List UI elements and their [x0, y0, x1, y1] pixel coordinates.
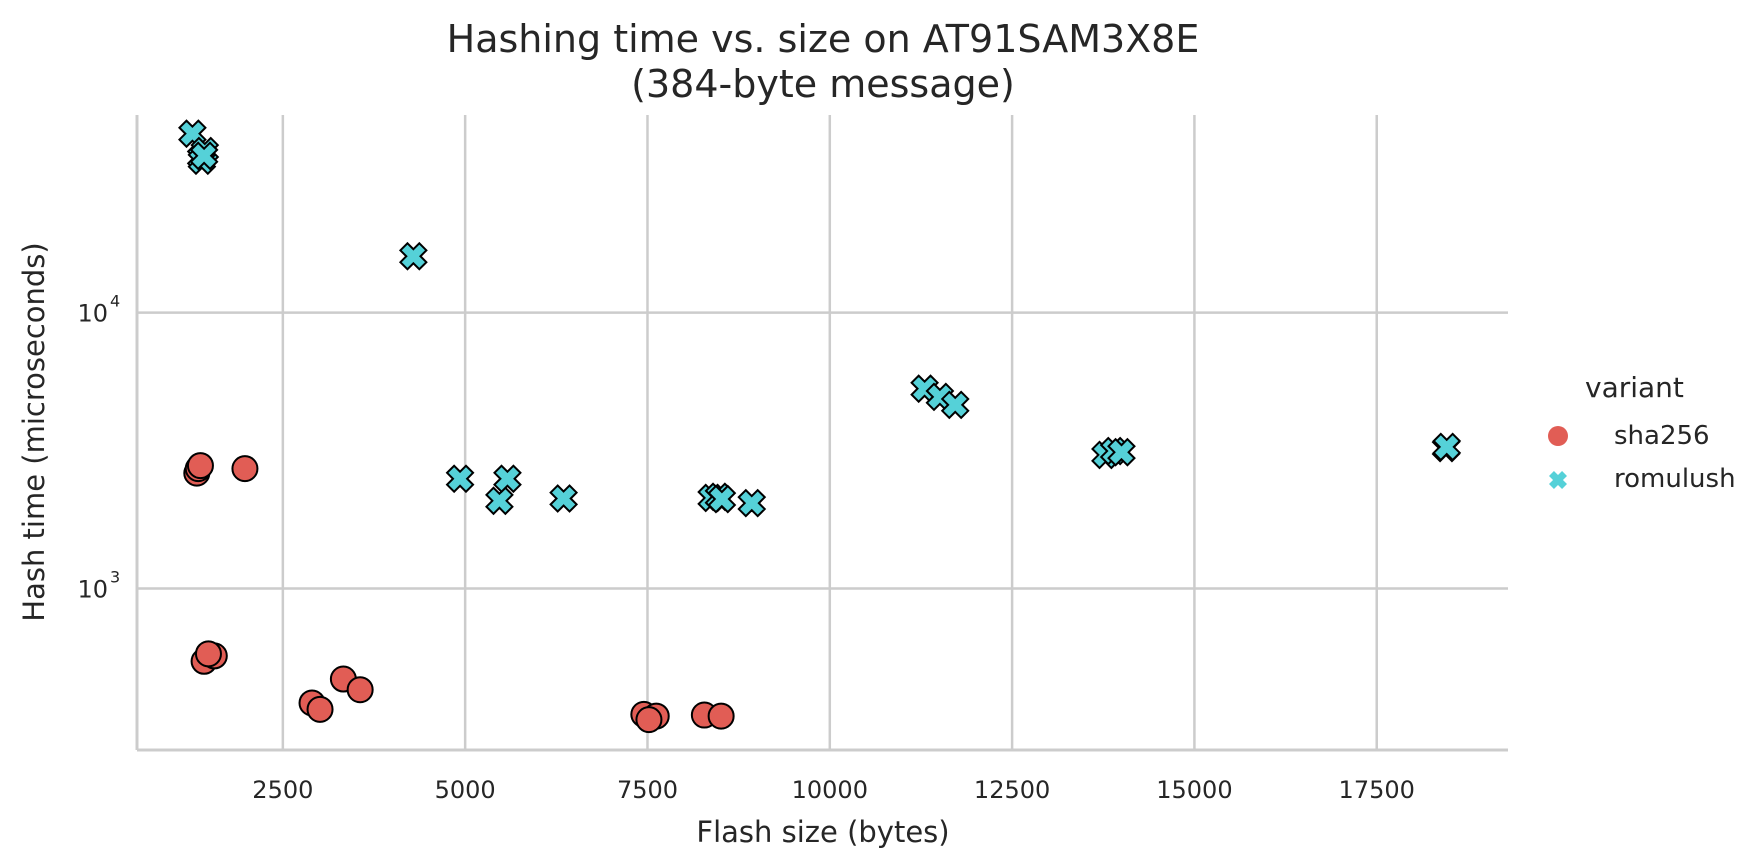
y-tick-base: 10	[77, 300, 108, 328]
x-tick-label: 10000	[792, 776, 868, 804]
y-tick-label: 10 4	[77, 292, 120, 328]
y-tick-exponent: 3	[110, 568, 120, 587]
data-points	[178, 119, 1462, 734]
axes	[135, 115, 1508, 752]
data-point-romulush	[1432, 432, 1462, 462]
legend-label-romulush: romulush	[1614, 464, 1736, 494]
x-tick-label: 17500	[1339, 776, 1415, 804]
data-point-sha256	[707, 702, 735, 730]
data-point-sha256	[194, 640, 222, 668]
x-tick-labels: 2500 5000 7500 10000 12500 15000 17500	[252, 776, 1415, 804]
legend: variant sha256 romulush	[1548, 371, 1736, 494]
grid-lines	[137, 115, 1508, 750]
data-point-romulush	[445, 464, 475, 494]
legend-label-sha256: sha256	[1614, 421, 1710, 451]
data-point-romulush	[549, 484, 579, 513]
data-point-sha256	[306, 695, 334, 723]
chart-title-line-1: Hashing time vs. size on AT91SAM3X8E	[447, 17, 1200, 61]
data-point-romulush	[398, 241, 428, 271]
chart-title-line-2: (384-byte message)	[631, 62, 1015, 106]
data-point-sha256	[635, 706, 663, 734]
y-tick-exponent: 4	[110, 292, 120, 311]
legend-marker-romulush	[1549, 471, 1567, 489]
x-tick-label: 15000	[1156, 776, 1232, 804]
data-point-sha256	[231, 455, 259, 483]
data-point-romulush	[1107, 437, 1136, 467]
y-tick-label: 10 3	[77, 568, 120, 604]
x-tick-label: 12500	[974, 776, 1050, 804]
legend-marker-sha256	[1548, 426, 1568, 446]
data-point-sha256	[346, 676, 374, 704]
data-point-romulush	[485, 486, 514, 516]
data-point-romulush	[940, 390, 970, 420]
y-axis-label: Hash time (microseconds)	[17, 242, 51, 621]
x-tick-label: 7500	[617, 776, 678, 804]
data-point-romulush	[493, 464, 522, 494]
data-point-romulush	[707, 484, 737, 514]
x-axis-label: Flash size (bytes)	[696, 815, 949, 849]
data-point-romulush	[189, 141, 219, 171]
x-tick-label: 5000	[435, 776, 496, 804]
data-point-sha256	[186, 452, 214, 480]
legend-title: variant	[1585, 371, 1684, 404]
x-tick-label: 2500	[252, 776, 313, 804]
data-point-romulush	[737, 488, 767, 518]
y-tick-base: 10	[77, 576, 108, 604]
